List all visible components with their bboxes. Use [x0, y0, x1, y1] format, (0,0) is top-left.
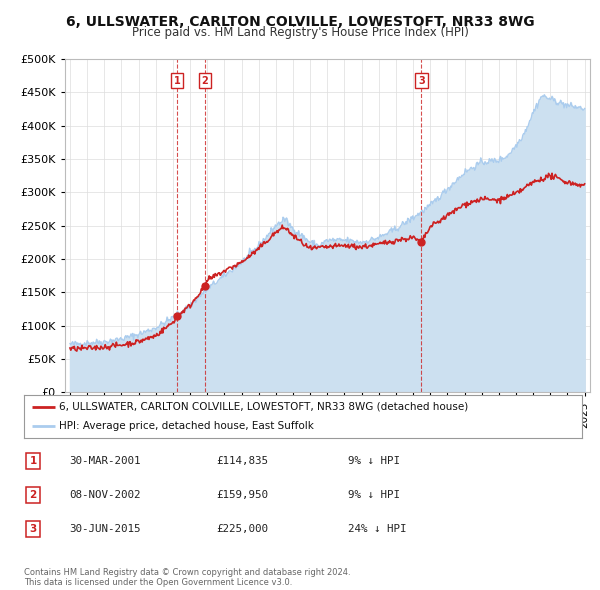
Text: 30-JUN-2015: 30-JUN-2015 [69, 525, 140, 534]
Text: 24% ↓ HPI: 24% ↓ HPI [348, 525, 407, 534]
Text: £225,000: £225,000 [216, 525, 268, 534]
Text: 1: 1 [173, 76, 181, 86]
Text: 3: 3 [29, 525, 37, 534]
Text: Contains HM Land Registry data © Crown copyright and database right 2024.: Contains HM Land Registry data © Crown c… [24, 568, 350, 576]
Text: HPI: Average price, detached house, East Suffolk: HPI: Average price, detached house, East… [59, 421, 314, 431]
Text: 6, ULLSWATER, CARLTON COLVILLE, LOWESTOFT, NR33 8WG (detached house): 6, ULLSWATER, CARLTON COLVILLE, LOWESTOF… [59, 402, 469, 412]
Text: 2: 2 [29, 490, 37, 500]
Text: 2: 2 [201, 76, 208, 86]
Text: 08-NOV-2002: 08-NOV-2002 [69, 490, 140, 500]
Text: Price paid vs. HM Land Registry's House Price Index (HPI): Price paid vs. HM Land Registry's House … [131, 26, 469, 39]
Text: £159,950: £159,950 [216, 490, 268, 500]
Text: £114,835: £114,835 [216, 456, 268, 466]
Text: This data is licensed under the Open Government Licence v3.0.: This data is licensed under the Open Gov… [24, 578, 292, 587]
Text: 9% ↓ HPI: 9% ↓ HPI [348, 456, 400, 466]
Text: 1: 1 [29, 456, 37, 466]
Text: 30-MAR-2001: 30-MAR-2001 [69, 456, 140, 466]
Text: 6, ULLSWATER, CARLTON COLVILLE, LOWESTOFT, NR33 8WG: 6, ULLSWATER, CARLTON COLVILLE, LOWESTOF… [65, 15, 535, 29]
Text: 9% ↓ HPI: 9% ↓ HPI [348, 490, 400, 500]
Text: 3: 3 [418, 76, 425, 86]
